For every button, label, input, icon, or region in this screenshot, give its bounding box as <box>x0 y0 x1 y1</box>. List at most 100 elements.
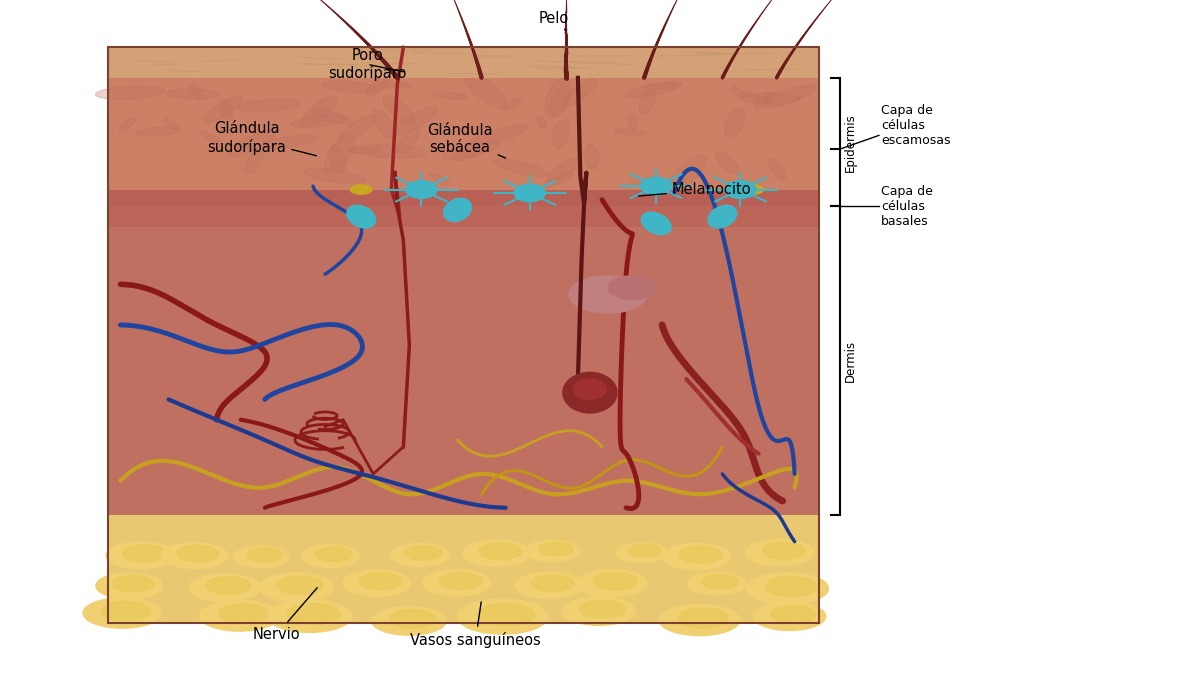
Ellipse shape <box>594 573 637 590</box>
Ellipse shape <box>479 543 521 560</box>
Ellipse shape <box>247 548 283 562</box>
Ellipse shape <box>702 574 739 589</box>
Ellipse shape <box>668 156 707 191</box>
Ellipse shape <box>562 597 636 626</box>
Ellipse shape <box>164 118 178 131</box>
Ellipse shape <box>350 185 372 194</box>
Ellipse shape <box>746 573 828 605</box>
Ellipse shape <box>379 82 412 88</box>
Ellipse shape <box>660 605 739 636</box>
Ellipse shape <box>537 115 547 129</box>
Ellipse shape <box>742 185 763 194</box>
Ellipse shape <box>765 92 772 106</box>
Ellipse shape <box>608 276 656 299</box>
Ellipse shape <box>373 110 397 139</box>
Ellipse shape <box>200 600 279 631</box>
Text: Nervio: Nervio <box>253 588 317 642</box>
Ellipse shape <box>177 545 219 562</box>
Text: Glándula
sudorípara: Glándula sudorípara <box>207 121 317 156</box>
Ellipse shape <box>662 544 731 570</box>
Ellipse shape <box>628 544 661 557</box>
Ellipse shape <box>547 158 580 182</box>
Ellipse shape <box>229 130 276 157</box>
Ellipse shape <box>389 609 436 628</box>
Ellipse shape <box>579 600 625 618</box>
Polygon shape <box>108 190 819 206</box>
Ellipse shape <box>754 85 816 108</box>
Ellipse shape <box>220 100 232 121</box>
Ellipse shape <box>494 159 549 177</box>
Ellipse shape <box>337 115 376 143</box>
Ellipse shape <box>352 144 425 158</box>
Text: Vasos sanguíneos: Vasos sanguíneos <box>411 602 541 648</box>
Ellipse shape <box>545 78 571 118</box>
Polygon shape <box>108 206 819 227</box>
Ellipse shape <box>166 89 220 99</box>
Ellipse shape <box>83 598 161 628</box>
Text: Melanocito: Melanocito <box>638 182 751 197</box>
Ellipse shape <box>189 573 261 602</box>
Circle shape <box>725 181 756 198</box>
Ellipse shape <box>112 575 154 592</box>
Ellipse shape <box>642 212 671 235</box>
Ellipse shape <box>647 83 678 89</box>
Ellipse shape <box>347 205 376 228</box>
Ellipse shape <box>762 542 805 559</box>
Ellipse shape <box>302 96 337 125</box>
Ellipse shape <box>119 117 136 131</box>
Polygon shape <box>108 78 819 190</box>
Ellipse shape <box>687 572 746 595</box>
Ellipse shape <box>678 608 728 628</box>
Ellipse shape <box>573 379 606 399</box>
Ellipse shape <box>549 88 568 116</box>
Ellipse shape <box>708 205 737 228</box>
Ellipse shape <box>303 169 366 183</box>
Ellipse shape <box>740 93 799 104</box>
Ellipse shape <box>189 83 202 100</box>
Ellipse shape <box>563 79 597 106</box>
Ellipse shape <box>615 543 667 563</box>
Text: Capa de
células
escamosas: Capa de células escamosas <box>881 104 951 147</box>
Ellipse shape <box>768 159 786 179</box>
Ellipse shape <box>205 96 241 123</box>
Ellipse shape <box>101 601 150 621</box>
Ellipse shape <box>372 607 447 635</box>
Ellipse shape <box>568 276 647 313</box>
Ellipse shape <box>96 573 163 598</box>
Ellipse shape <box>244 150 264 174</box>
Ellipse shape <box>359 573 402 590</box>
Ellipse shape <box>715 152 740 175</box>
Ellipse shape <box>679 546 722 563</box>
Ellipse shape <box>542 173 573 188</box>
Ellipse shape <box>525 540 580 562</box>
Ellipse shape <box>531 575 574 592</box>
Ellipse shape <box>218 604 268 624</box>
Ellipse shape <box>766 576 816 596</box>
Ellipse shape <box>614 129 647 135</box>
Text: Dermis: Dermis <box>844 339 856 382</box>
Ellipse shape <box>236 100 300 112</box>
Ellipse shape <box>743 91 763 102</box>
Ellipse shape <box>201 132 222 144</box>
Ellipse shape <box>464 72 507 108</box>
Ellipse shape <box>291 115 348 127</box>
Ellipse shape <box>439 573 482 590</box>
Circle shape <box>406 181 437 198</box>
Ellipse shape <box>442 141 501 159</box>
Ellipse shape <box>725 108 744 139</box>
Ellipse shape <box>206 577 250 594</box>
Ellipse shape <box>771 605 816 624</box>
Ellipse shape <box>390 544 450 567</box>
Ellipse shape <box>639 89 655 114</box>
Ellipse shape <box>106 542 176 569</box>
Ellipse shape <box>348 147 380 153</box>
Ellipse shape <box>301 544 360 567</box>
Text: Epidermis: Epidermis <box>844 113 856 171</box>
Ellipse shape <box>262 135 317 148</box>
Text: Capa de
células
basales: Capa de células basales <box>881 185 933 228</box>
Ellipse shape <box>383 95 414 124</box>
Ellipse shape <box>259 573 334 602</box>
Ellipse shape <box>754 603 826 630</box>
Ellipse shape <box>745 540 814 566</box>
Ellipse shape <box>315 547 353 561</box>
